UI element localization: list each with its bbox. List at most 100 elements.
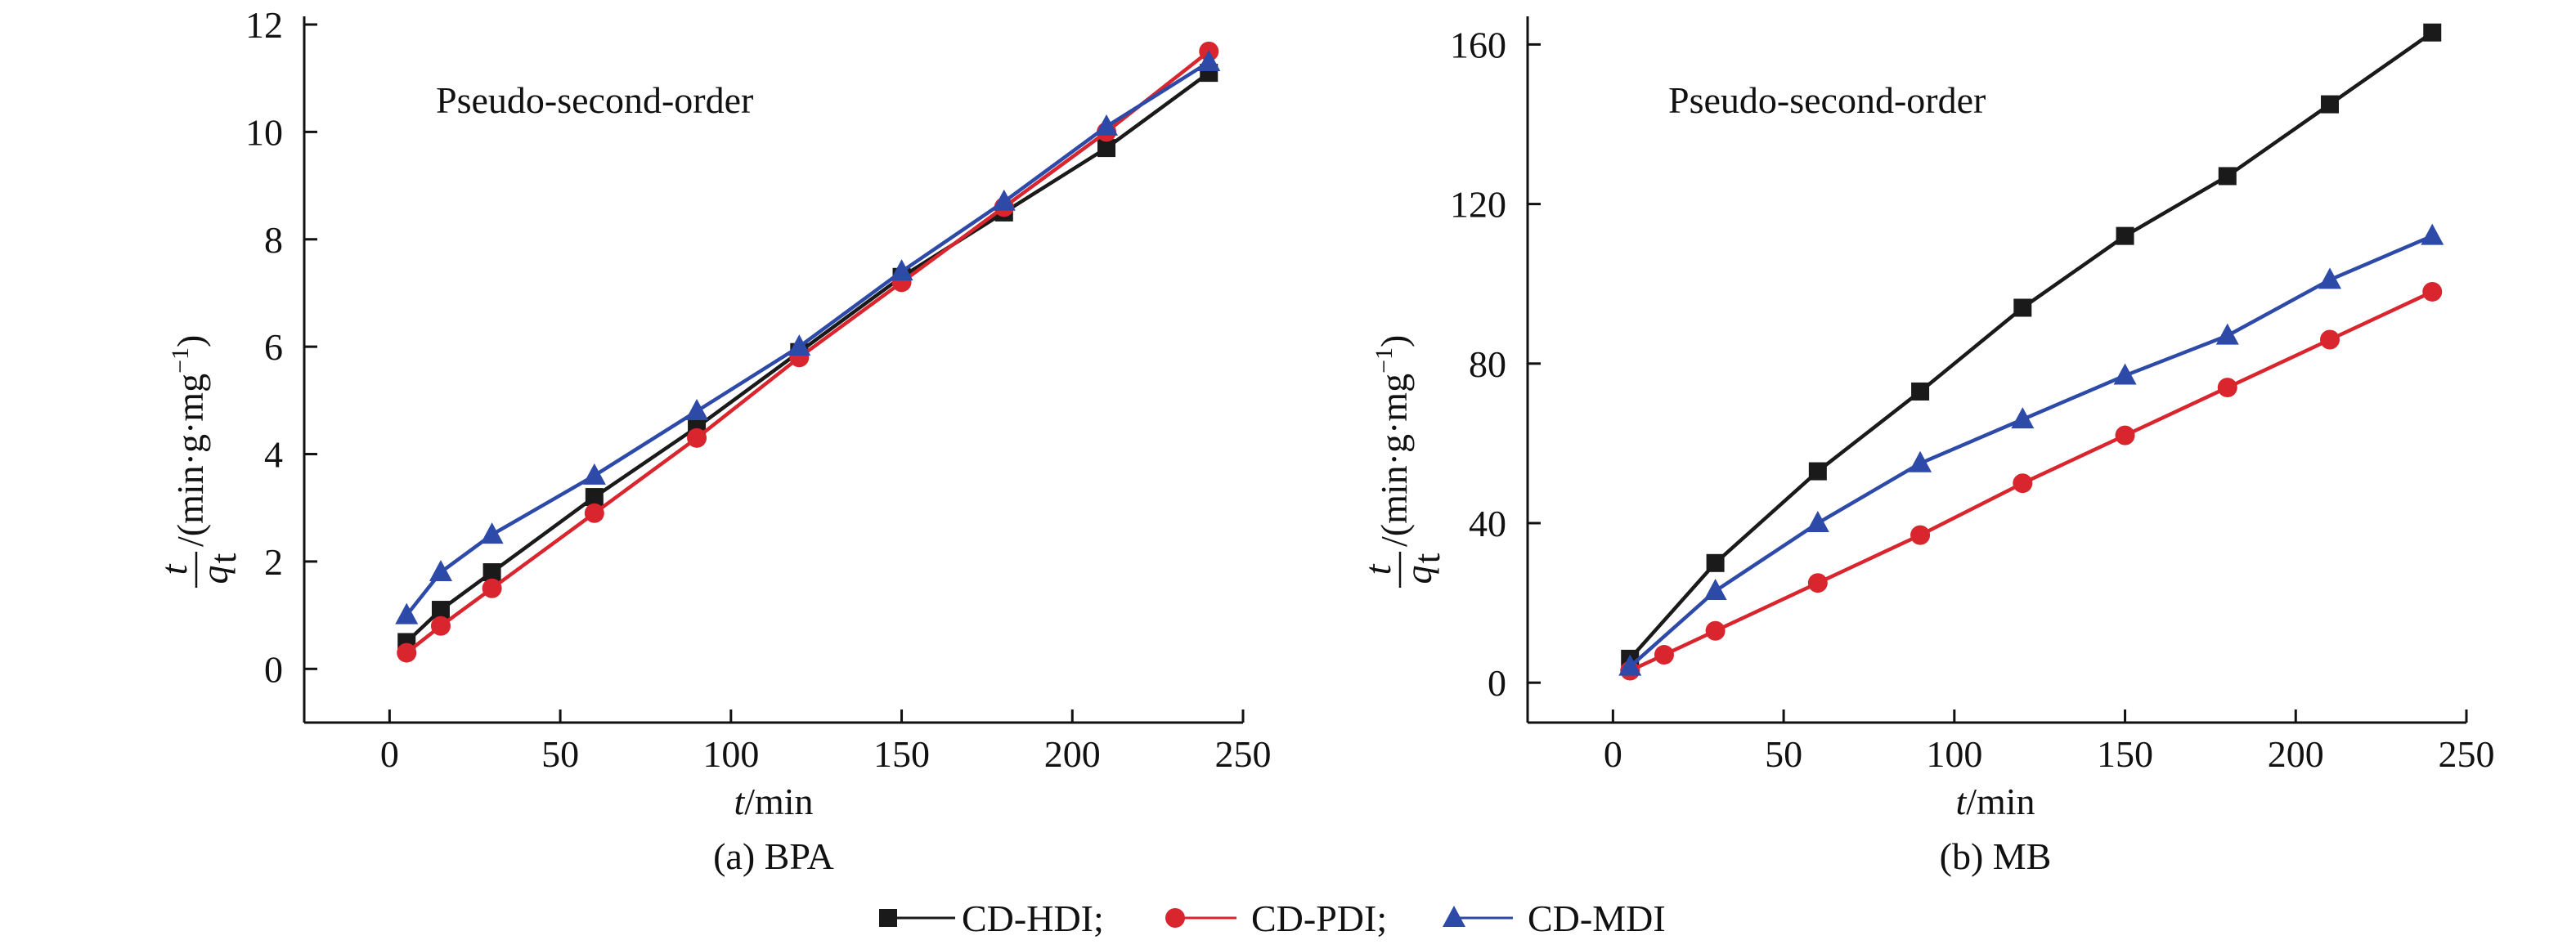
data-point-cd-mdi xyxy=(2421,223,2444,245)
data-point-cd-hdi xyxy=(431,601,450,620)
x-tick-label: 200 xyxy=(1044,733,1101,775)
x-tick-label: 0 xyxy=(380,733,399,775)
x-tick-label: 200 xyxy=(2268,733,2324,775)
data-point-cd-mdi xyxy=(395,602,419,624)
chart-panel-bpa: 0 50 100 150 200 250 0 2 4 6 8 10 12 Pseudo-second-or… xyxy=(153,4,1272,877)
data-point-cd-mdi xyxy=(1909,450,1932,472)
series-line-cd-hdi xyxy=(1628,30,2434,660)
x-tick-label: 150 xyxy=(873,733,930,775)
y-title-unit-main: /(min·g·mg xyxy=(169,374,211,547)
data-point-cd-mdi xyxy=(1806,511,1829,532)
annotation-text: Pseudo-second-order xyxy=(1668,79,1986,121)
x-tick-label: 150 xyxy=(2097,733,2153,775)
legend-marker xyxy=(1443,906,1465,927)
data-point-cd-mdi xyxy=(1095,114,1119,136)
x-axis-var: t xyxy=(734,781,745,822)
x-axis-unit: /min xyxy=(1966,781,2035,822)
y-title-den-subscript: t xyxy=(1406,553,1447,563)
y-tick-label: 10 xyxy=(245,111,283,153)
x-axis-title: t/min xyxy=(1955,781,2035,822)
x-axis-title: t/min xyxy=(734,781,813,822)
x-tick-label: 50 xyxy=(1765,733,1802,775)
data-point-cd-pdi xyxy=(1807,573,1828,593)
y-tick-label: 0 xyxy=(1488,662,1506,704)
data-point-cd-pdi xyxy=(2320,329,2340,350)
data-point-cd-pdi xyxy=(1654,645,1674,665)
y-tick-label: 6 xyxy=(264,326,283,368)
legend-marker xyxy=(879,909,897,927)
data-point-cd-hdi xyxy=(2116,226,2134,245)
data-point-cd-mdi xyxy=(890,259,913,281)
series-line-cd-pdi xyxy=(405,50,1210,655)
y-axis-title: t qt /(min·g·mg−1) xyxy=(1357,335,1447,588)
data-point-cd-pdi xyxy=(2217,378,2237,398)
series-cd-mdi xyxy=(395,49,1221,624)
y-axis-title: t qt /(min·g·mg−1) xyxy=(153,335,244,588)
series-cd-mdi xyxy=(1618,223,2444,676)
legend-marker xyxy=(1165,908,1185,928)
y-title-numerator: t xyxy=(1357,563,1398,575)
data-point-cd-mdi xyxy=(2318,267,2342,289)
data-point-cd-pdi xyxy=(2013,473,2033,494)
data-point-cd-pdi xyxy=(2115,425,2135,445)
y-tick-label: 4 xyxy=(264,434,283,476)
y-title-unit-superscript: −1 xyxy=(167,347,194,374)
chart-panel-mb: 0 50 100 150 200 250 0 40 80 120 160 Pseudo-second-… xyxy=(1357,16,2495,877)
data-point-cd-hdi xyxy=(2013,298,2032,317)
annotation-text: Pseudo-second-order xyxy=(436,79,753,121)
data-point-cd-hdi xyxy=(482,563,501,582)
legend: CD-HDI; CD-PDI; CD-MDI xyxy=(879,898,1666,939)
data-point-cd-hdi xyxy=(2423,23,2442,42)
x-tick-label: 100 xyxy=(1926,733,1982,775)
data-point-cd-mdi xyxy=(788,334,811,356)
data-point-cd-mdi xyxy=(1197,49,1221,71)
y-title-unit: /(min·g·mg−1) xyxy=(167,335,211,547)
series-line-cd-pdi xyxy=(1629,289,2434,673)
legend-item-cd-pdi: CD-PDI; xyxy=(1165,898,1387,939)
legend-label: CD-MDI xyxy=(1528,898,1666,939)
y-tick-label: 160 xyxy=(1450,24,1506,65)
data-point-cd-mdi xyxy=(1618,654,1642,676)
data-point-cd-hdi xyxy=(1911,382,1930,401)
data-point-cd-hdi xyxy=(2218,167,2237,186)
data-point-cd-hdi xyxy=(1808,462,1827,481)
y-title-unit-superscript: −1 xyxy=(1371,347,1398,374)
series-line-cd-mdi xyxy=(405,60,1210,617)
y-tick-label: 80 xyxy=(1469,343,1506,385)
y-tick-label: 120 xyxy=(1450,184,1506,226)
data-point-cd-pdi xyxy=(2422,281,2443,302)
data-point-cd-pdi xyxy=(1705,620,1726,641)
data-point-cd-pdi xyxy=(1910,525,1931,545)
data-point-cd-pdi xyxy=(482,578,502,598)
legend-item-cd-hdi: CD-HDI; xyxy=(879,898,1104,939)
data-point-cd-hdi xyxy=(2321,95,2340,114)
data-point-cd-mdi xyxy=(992,189,1016,211)
y-tick-label: 2 xyxy=(264,541,283,583)
y-title-unit-close: ) xyxy=(1373,335,1415,347)
x-axis-unit: /min xyxy=(744,781,813,822)
data-point-cd-pdi xyxy=(687,427,707,448)
data-point-cd-mdi xyxy=(480,522,504,544)
data-point-cd-mdi xyxy=(582,463,606,485)
data-point-cd-pdi xyxy=(584,503,604,523)
panel-label: (a) BPA xyxy=(713,835,834,877)
y-title-denominator: q xyxy=(194,566,236,584)
y-title-denominator: q xyxy=(1398,566,1439,584)
y-title-unit-close: ) xyxy=(169,335,211,347)
data-point-cd-hdi xyxy=(585,488,604,507)
x-tick-label: 0 xyxy=(1604,733,1622,775)
data-point-cd-pdi xyxy=(397,642,417,663)
series-cd-pdi xyxy=(1620,281,2443,681)
data-point-cd-mdi xyxy=(2215,323,2239,345)
panel-label: (b) MB xyxy=(1940,835,2052,877)
data-point-cd-pdi xyxy=(430,616,451,636)
x-tick-label: 250 xyxy=(1215,733,1272,775)
data-point-cd-hdi xyxy=(1706,553,1725,572)
x-tick-label: 50 xyxy=(541,733,579,775)
y-tick-label: 40 xyxy=(1469,503,1506,544)
y-tick-label: 12 xyxy=(245,4,283,46)
legend-label: CD-HDI; xyxy=(962,898,1104,939)
y-title-numerator: t xyxy=(153,563,195,575)
data-point-cd-mdi xyxy=(429,560,452,582)
